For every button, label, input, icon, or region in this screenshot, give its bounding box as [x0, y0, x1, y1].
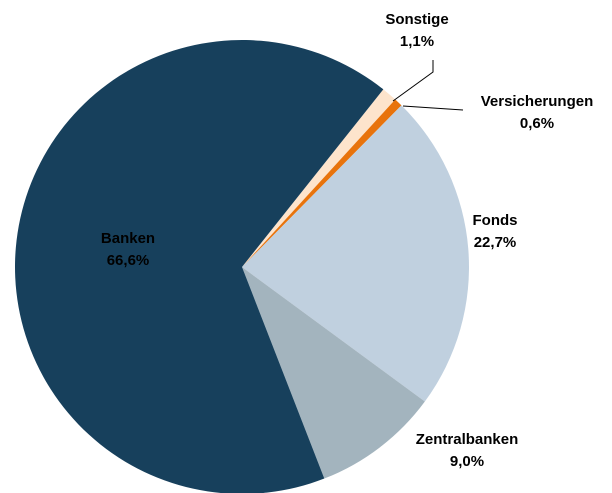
- leader-line: [392, 60, 434, 102]
- slice: [15, 40, 384, 493]
- slice-label: Versicherungen: [481, 93, 594, 110]
- slices: [15, 40, 469, 493]
- value-label: 0,6%: [520, 115, 554, 132]
- slice: [242, 267, 425, 479]
- leader-line: [402, 105, 464, 111]
- labels: Sonstige 1,1% Versicherungen 0,6% Fonds 22,7%…: [101, 11, 593, 470]
- slice-label: Sonstige: [385, 11, 448, 28]
- slice-label: Fonds: [473, 212, 518, 229]
- value-label: 66,6%: [107, 252, 150, 269]
- slice-label: Banken: [101, 230, 155, 247]
- slice: [242, 89, 396, 267]
- value-label: 1,1%: [400, 33, 434, 50]
- value-label: 9,0%: [450, 453, 484, 470]
- slice: [242, 105, 469, 402]
- slice-label: Zentralbanken: [416, 431, 519, 448]
- slice: [242, 99, 402, 267]
- value-label: 22,7%: [474, 234, 517, 251]
